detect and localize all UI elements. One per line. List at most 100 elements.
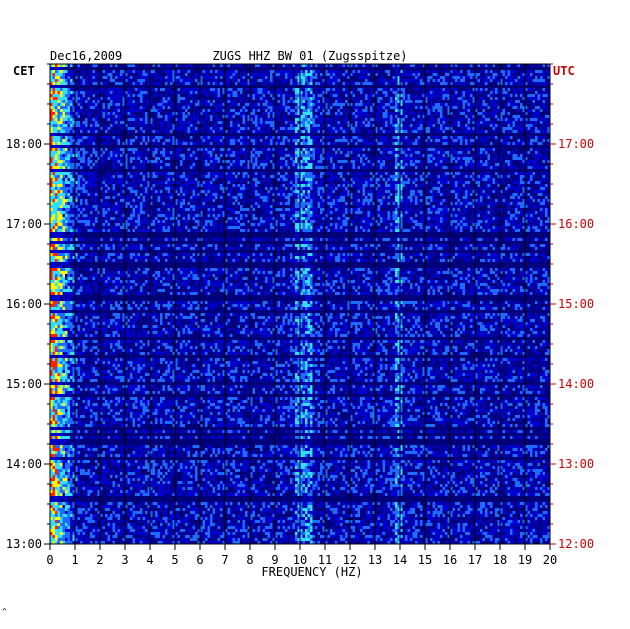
spectral-cell — [460, 160, 463, 163]
spectral-cell — [102, 142, 105, 145]
spectral-cell — [232, 100, 235, 103]
spectral-cell — [345, 112, 348, 115]
spectral-cell — [65, 136, 68, 139]
spectral-cell — [475, 175, 478, 178]
spectral-cell — [380, 175, 383, 178]
spectral-cell — [300, 160, 303, 163]
spectral-cell — [192, 124, 195, 127]
spectral-cell — [67, 142, 70, 145]
spectral-cell — [187, 148, 190, 151]
spectral-cell — [77, 154, 80, 157]
spectral-cell — [52, 82, 55, 85]
spectral-cell — [495, 76, 498, 79]
spectral-cell — [140, 124, 143, 127]
spectral-cell — [310, 160, 313, 163]
spectral-cell — [455, 82, 458, 85]
spectral-cell — [395, 88, 398, 91]
spectral-cell — [505, 73, 508, 76]
spectral-cell — [50, 184, 53, 187]
spectral-cell — [75, 160, 78, 163]
spectral-cell — [307, 145, 310, 148]
spectral-cell — [380, 106, 383, 109]
spectral-cell — [177, 73, 180, 76]
spectral-cell — [525, 79, 528, 82]
spectral-cell — [95, 121, 98, 124]
spectral-cell — [492, 181, 495, 184]
spectral-cell — [455, 64, 458, 67]
spectral-cell — [530, 127, 533, 130]
spectral-cell — [495, 127, 498, 130]
spectral-cell — [487, 64, 490, 67]
spectral-cell — [235, 97, 238, 100]
spectral-cell — [272, 166, 275, 169]
spectral-cell — [142, 94, 145, 97]
spectral-cell — [187, 154, 190, 157]
spectral-cell — [480, 157, 483, 160]
spectral-cell — [132, 82, 135, 85]
spectral-cell — [405, 139, 408, 142]
spectral-cell — [165, 157, 168, 160]
spectral-cell — [372, 82, 375, 85]
spectral-cell — [177, 70, 180, 73]
spectral-cell — [325, 103, 328, 106]
spectral-cell — [165, 139, 168, 142]
spectral-cell — [280, 151, 283, 154]
spectral-cell — [140, 118, 143, 121]
spectral-cell — [135, 103, 138, 106]
spectral-cell — [520, 124, 523, 127]
spectral-cell — [115, 109, 118, 112]
spectral-cell — [142, 118, 145, 121]
spectral-cell — [105, 64, 108, 67]
spectral-cell — [300, 169, 303, 172]
spectral-cell — [320, 139, 323, 142]
spectral-cell — [392, 91, 395, 94]
spectral-cell — [452, 115, 455, 118]
spectral-cell — [502, 73, 505, 76]
spectral-cell — [400, 154, 403, 157]
spectral-cell — [235, 157, 238, 160]
spectral-cell — [272, 187, 275, 190]
spectral-cell — [200, 175, 203, 178]
spectral-cell — [115, 139, 118, 142]
spectral-cell — [537, 148, 540, 151]
spectral-cell — [67, 124, 70, 127]
spectral-cell — [242, 187, 245, 190]
spectral-cell — [122, 184, 125, 187]
spectral-cell — [170, 127, 173, 130]
spectral-cell — [492, 151, 495, 154]
spectral-cell — [297, 121, 300, 124]
spectral-cell — [160, 166, 163, 169]
spectral-cell — [142, 97, 145, 100]
spectral-cell — [92, 79, 95, 82]
spectral-cell — [145, 154, 148, 157]
spectral-cell — [177, 64, 180, 67]
spectral-cell — [337, 178, 340, 181]
spectral-cell — [430, 76, 433, 79]
spectral-cell — [460, 76, 463, 79]
spectral-cell — [535, 160, 538, 163]
spectral-cell — [200, 148, 203, 151]
spectral-cell — [487, 79, 490, 82]
spectral-cell — [185, 100, 188, 103]
spectral-cell — [435, 121, 438, 124]
spectral-cell — [145, 64, 148, 67]
spectral-cell — [62, 76, 65, 79]
spectral-cell — [80, 106, 83, 109]
spectral-cell — [390, 178, 393, 181]
spectral-cell — [487, 175, 490, 178]
spectral-cell — [60, 76, 63, 79]
spectral-cell — [547, 127, 550, 130]
spectral-cell — [485, 76, 488, 79]
spectral-cell — [315, 103, 318, 106]
spectral-cell — [132, 178, 135, 181]
spectral-cell — [465, 175, 468, 178]
spectral-cell — [402, 151, 405, 154]
spectral-cell — [382, 166, 385, 169]
spectral-cell — [322, 97, 325, 100]
spectral-cell — [70, 100, 73, 103]
spectral-cell — [172, 112, 175, 115]
spectral-cell — [220, 136, 223, 139]
spectral-cell — [362, 103, 365, 106]
spectral-cell — [125, 178, 128, 181]
